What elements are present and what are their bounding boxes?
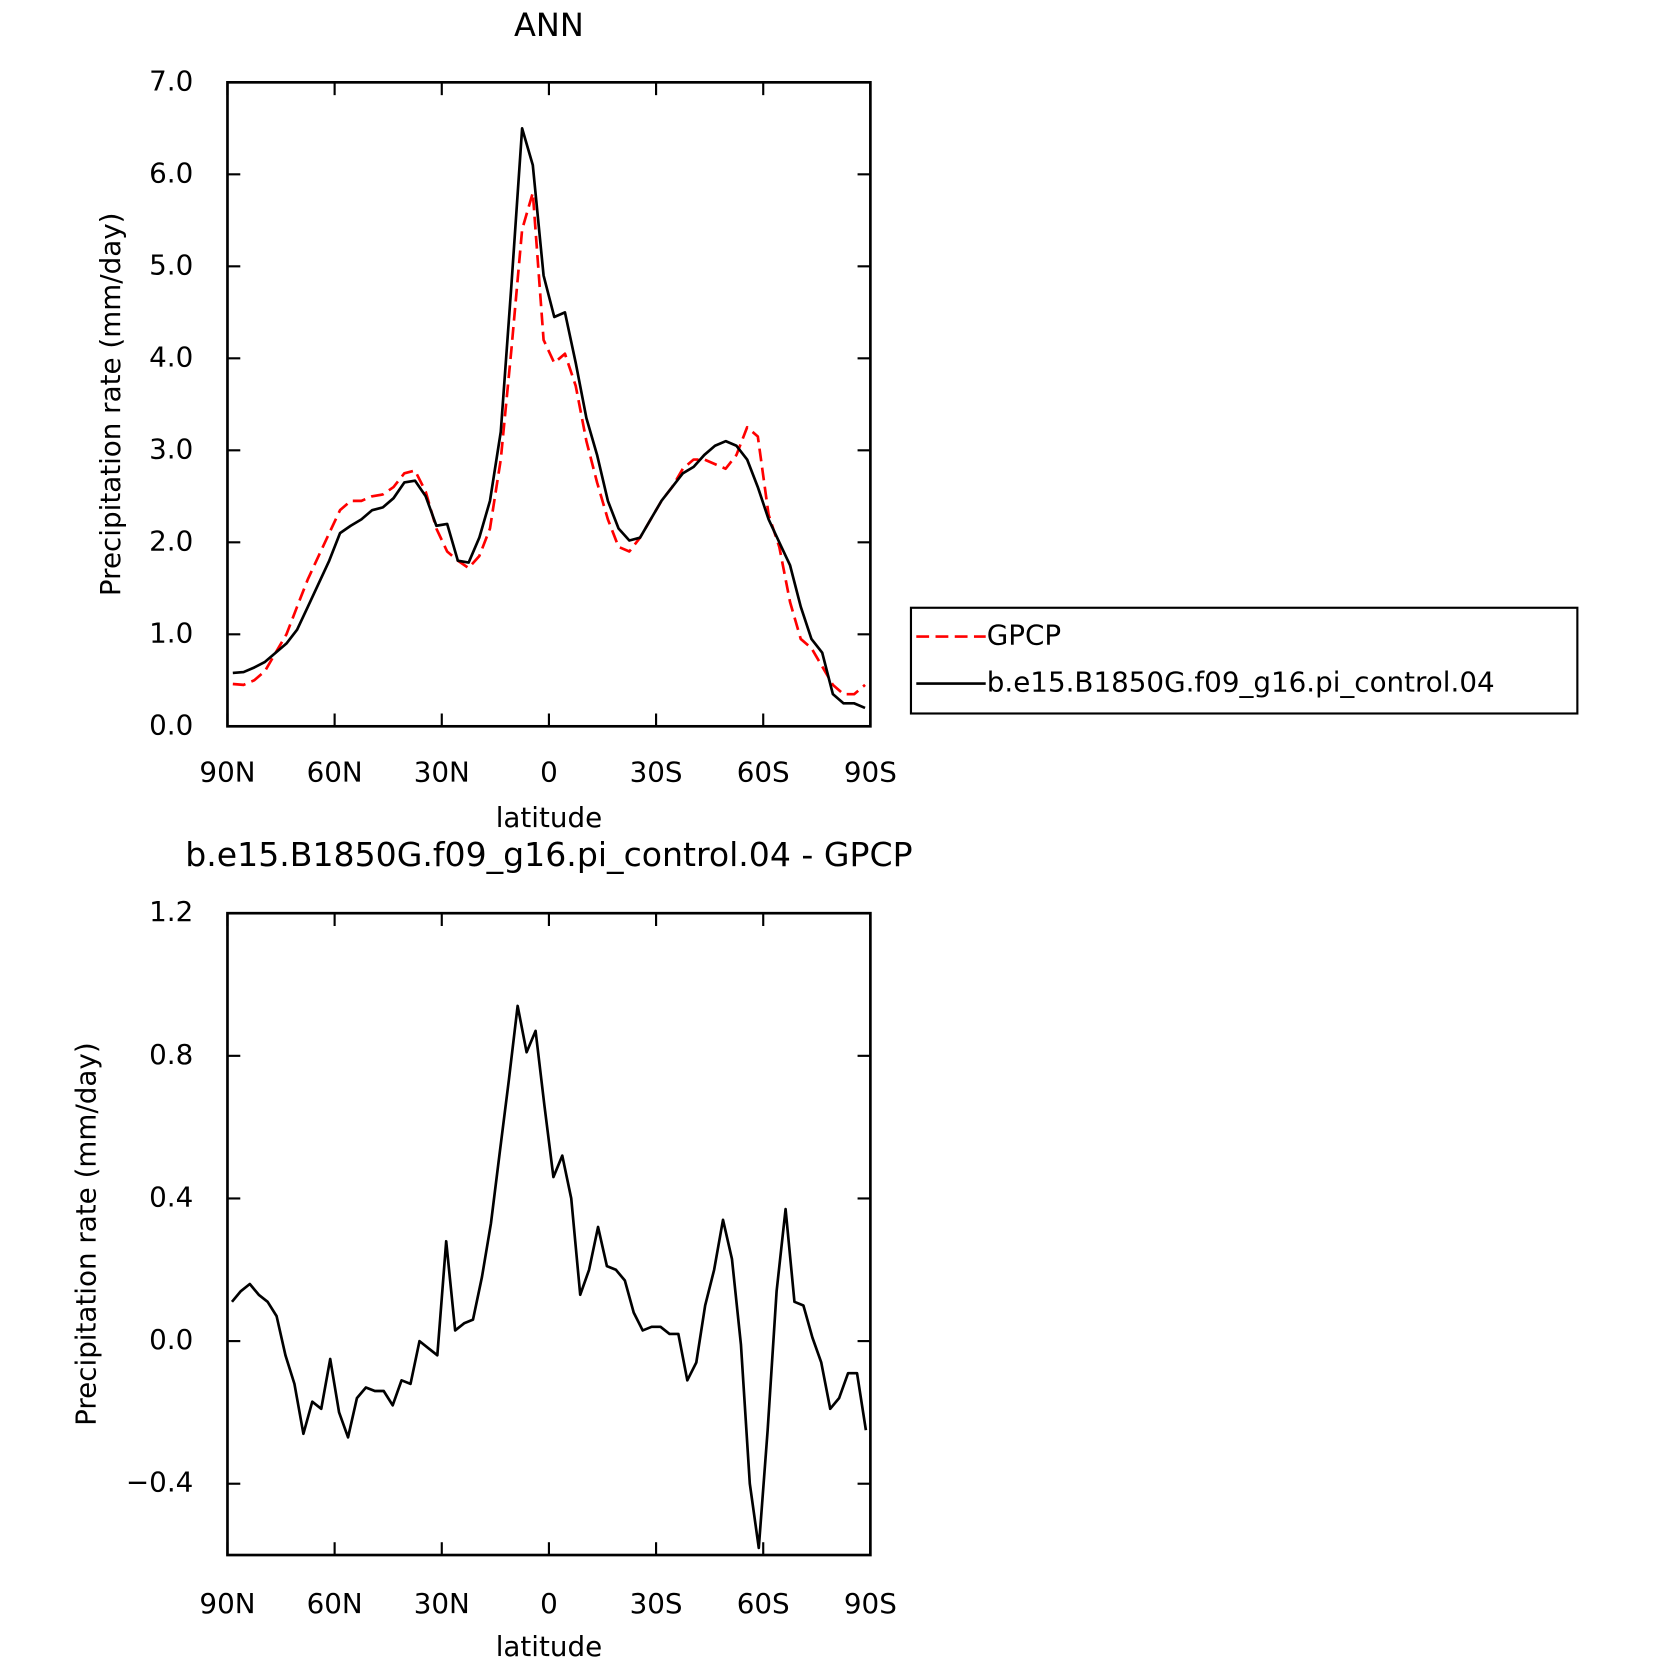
plot-frame <box>226 80 872 728</box>
x-tick-label: 60N <box>307 1587 363 1620</box>
y-tick-label: 0.4 <box>149 1180 193 1213</box>
y-tick-label: 6.0 <box>149 156 193 189</box>
y-tick-label: 0.0 <box>149 708 193 741</box>
x-tick-label: 0 <box>540 755 558 788</box>
chart-title: ANN <box>514 6 584 44</box>
x-tick-label: 90S <box>844 755 897 788</box>
y-tick-label: 0.8 <box>149 1038 193 1071</box>
data-line <box>232 191 866 696</box>
y-tick-label: 3.0 <box>149 432 193 465</box>
y-tick-label: −0.4 <box>126 1466 193 1499</box>
data-line <box>230 1004 868 1550</box>
x-axis-label: latitude <box>496 801 602 834</box>
legend-label: b.e15.B1850G.f09_g16.pi_control.04 <box>987 666 1495 699</box>
x-tick-label: 30N <box>414 1587 470 1620</box>
y-axis-label: Precipitation rate (mm/day) <box>94 213 127 597</box>
legend-label: GPCP <box>987 619 1061 652</box>
y-tick-label: 2.0 <box>149 524 193 557</box>
x-axis-label: latitude <box>496 1630 602 1663</box>
x-tick-label: 90N <box>199 1587 255 1620</box>
x-tick-label: 30S <box>630 1587 683 1620</box>
chart-title: b.e15.B1850G.f09_g16.pi_control.04 - GPC… <box>185 835 912 874</box>
x-tick-label: 60N <box>307 755 363 788</box>
legend: GPCP b.e15.B1850G.f09_g16.pi_control.04 <box>909 606 1579 715</box>
x-tick-label: 60S <box>737 755 790 788</box>
x-tick-label: 30N <box>414 755 470 788</box>
legend-box <box>909 606 1579 715</box>
x-tick-label: 30S <box>630 755 683 788</box>
plot-frame <box>226 911 872 1557</box>
y-tick-label: 1.2 <box>149 895 193 928</box>
y-tick-label: 1.0 <box>149 616 193 649</box>
y-tick-label: 4.0 <box>149 340 193 373</box>
y-tick-label: 7.0 <box>149 64 193 97</box>
x-tick-label: 90S <box>844 1587 897 1620</box>
data-line <box>232 127 866 710</box>
x-tick-label: 60S <box>737 1587 790 1620</box>
y-axis-label: Precipitation rate (mm/day) <box>70 1042 103 1426</box>
y-tick-label: 0.0 <box>149 1323 193 1356</box>
x-tick-label: 0 <box>540 1587 558 1620</box>
x-tick-label: 90N <box>199 755 255 788</box>
y-tick-label: 5.0 <box>149 248 193 281</box>
